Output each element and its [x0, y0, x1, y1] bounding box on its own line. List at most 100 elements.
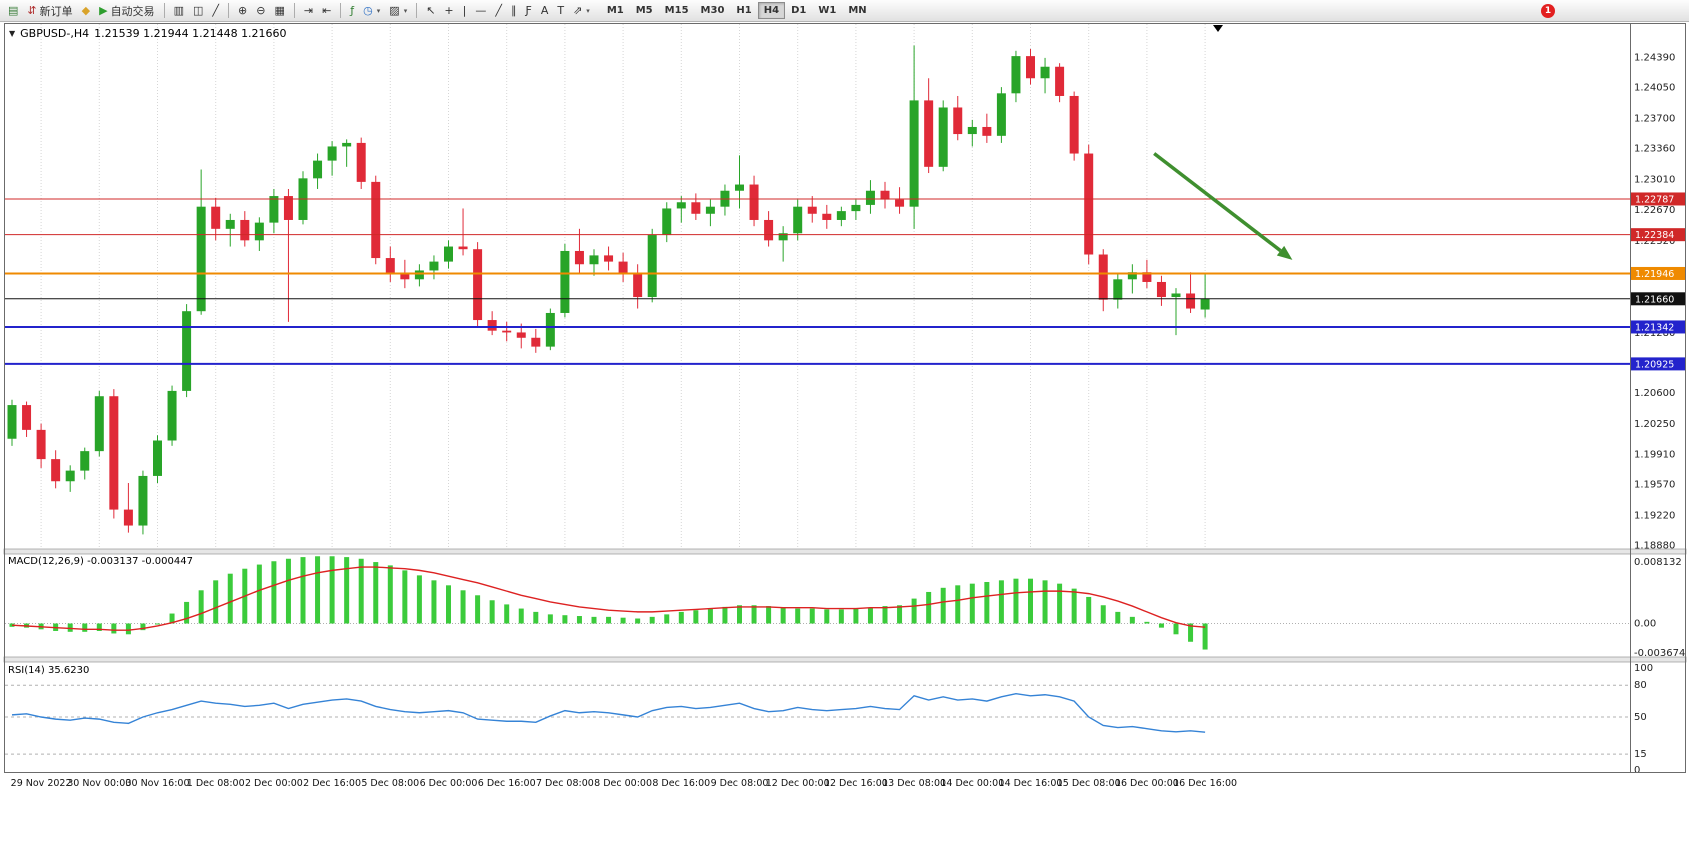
macd-bar — [1086, 596, 1092, 624]
macd-bar — [635, 618, 641, 624]
macd-plot[interactable] — [5, 554, 1630, 656]
candle — [283, 188, 293, 322]
arrows-button[interactable]: ⇗ ▾ — [569, 2, 594, 20]
svg-text:1.21660: 1.21660 — [1635, 294, 1674, 305]
rsi-line — [11, 692, 1206, 733]
chart-shift-button[interactable]: ⇤ — [318, 2, 335, 20]
candle — [1186, 272, 1196, 313]
timeframe-mn-button[interactable]: MN — [842, 2, 872, 19]
macd-bar — [213, 580, 219, 624]
cursor-button[interactable]: ↖ — [422, 2, 439, 20]
candle — [1156, 275, 1166, 306]
main-chart-plot[interactable] — [5, 24, 1630, 549]
panel-splitter[interactable] — [3, 656, 1687, 663]
chart-symbol-label: ▼ GBPUSD-,H4 1.21539 1.21944 1.21448 1.2… — [9, 27, 287, 40]
candle — [1084, 144, 1094, 265]
macd-bar — [387, 565, 393, 624]
one-click-trading-toggle-icon[interactable]: ▼ — [9, 29, 16, 38]
timeframe-w1-button[interactable]: W1 — [812, 2, 842, 19]
macd-bar — [96, 623, 102, 631]
time-axis-label: 8 Dec 00:00 — [594, 778, 652, 789]
macd-bar — [140, 623, 146, 631]
line-chart-button[interactable]: ╱ — [208, 2, 223, 20]
time-axis-label: 2 Dec 00:00 — [245, 778, 303, 789]
time-axis-label: 16 Dec 00:00 — [1115, 778, 1179, 789]
macd-bar — [664, 614, 670, 624]
text-label-button[interactable]: T — [553, 2, 568, 20]
crosshair-button[interactable]: + — [440, 2, 457, 20]
macd-bar — [198, 590, 204, 624]
candle — [589, 249, 599, 276]
candle — [633, 264, 643, 309]
macd-bar — [795, 608, 801, 624]
candle — [502, 321, 512, 342]
templates-button[interactable]: ▨ ▾ — [385, 2, 411, 20]
timeframe-h1-button[interactable]: H1 — [730, 2, 757, 19]
candle — [836, 206, 846, 227]
toolbar-separator — [340, 3, 342, 18]
timeframe-h4-button[interactable]: H4 — [757, 2, 786, 19]
new-order-button[interactable]: ⇵ 新订单 — [23, 2, 76, 20]
macd-bar — [911, 598, 917, 624]
timeframe-m15-button[interactable]: M15 — [659, 2, 695, 19]
candle — [182, 304, 192, 398]
trendline-button[interactable]: ╱ — [491, 2, 506, 20]
timeframe-d1-button[interactable]: D1 — [785, 2, 812, 19]
time-axis-label: 6 Dec 16:00 — [478, 778, 536, 789]
macd-histogram — [9, 556, 1208, 650]
chart-frame — [4, 23, 1686, 773]
macd-bar — [897, 605, 903, 624]
timeframe-toolbar: M1 M5 M15 M30 H1 H4 D1 W1 MN — [601, 2, 873, 19]
bar-chart-icon: ▥ — [173, 4, 184, 17]
timeframe-m1-button[interactable]: M1 — [601, 2, 630, 19]
candle — [123, 483, 133, 533]
candle-chart-icon: ◫ — [192, 4, 204, 17]
new-chart-button[interactable]: ▤ — [4, 2, 22, 20]
svg-text:1.22787: 1.22787 — [1635, 194, 1674, 205]
timeframe-m5-button[interactable]: M5 — [630, 2, 659, 19]
autotrading-button[interactable]: ▶ 自动交易 — [95, 2, 158, 20]
macd-bar — [1144, 621, 1150, 624]
price-axis-label: 1.19220 — [1634, 510, 1675, 521]
candle — [458, 208, 468, 256]
zoom-in-button[interactable]: ⊕ — [234, 2, 251, 20]
periods-button[interactable]: ◷ ▾ — [359, 2, 384, 20]
zoom-out-button[interactable]: ⊖ — [252, 2, 269, 20]
price-badge-1.21660: 1.21660 — [1631, 292, 1686, 306]
fibonacci-button[interactable]: Ƒ — [521, 2, 535, 20]
notifications-badge[interactable]: 1 — [1541, 3, 1555, 18]
timeframe-m30-button[interactable]: M30 — [695, 2, 731, 19]
candle — [414, 264, 424, 287]
text-button[interactable]: A — [537, 2, 553, 20]
metaquotes-button[interactable]: ◆ — [78, 2, 94, 20]
panel-splitter[interactable] — [3, 548, 1687, 555]
auto-scroll-button[interactable]: ⇥ — [300, 2, 317, 20]
macd-bar — [955, 585, 961, 624]
candle-chart-button[interactable]: ◫ — [189, 2, 207, 20]
rsi-scale-label: 80 — [1634, 680, 1647, 691]
trend-arrow-object[interactable] — [1153, 152, 1293, 260]
candle — [778, 226, 788, 262]
candle — [167, 385, 177, 446]
candle — [371, 175, 381, 265]
candle — [138, 470, 148, 535]
macd-bar — [824, 609, 830, 624]
vertical-line-button[interactable]: | — [459, 2, 471, 20]
chart-shift-marker[interactable] — [1213, 25, 1223, 32]
indicators-button[interactable]: ƒ — [346, 2, 358, 20]
zoom-out-icon: ⊖ — [256, 4, 266, 17]
chevron-down-icon: ▾ — [403, 6, 408, 15]
periods-icon: ◷ — [363, 4, 373, 17]
tile-windows-button[interactable]: ▦ — [270, 2, 288, 20]
candle — [153, 435, 162, 484]
channel-button[interactable]: ∥ — [507, 2, 521, 20]
macd-bar — [722, 606, 728, 624]
time-axis-label: 5 Dec 08:00 — [361, 778, 419, 789]
bar-chart-button[interactable]: ▥ — [170, 2, 188, 20]
crosshair-icon: + — [444, 4, 454, 17]
horizontal-line-button[interactable]: — — [471, 2, 490, 20]
macd-bar — [1173, 623, 1179, 635]
candle — [749, 175, 759, 227]
